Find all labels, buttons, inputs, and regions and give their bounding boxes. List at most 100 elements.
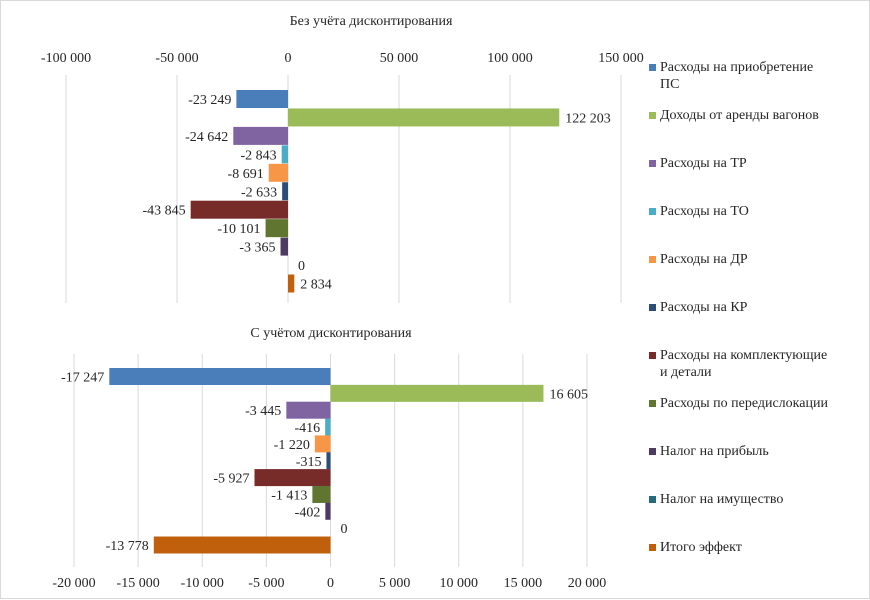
bar (190, 200, 288, 219)
legend-swatch-icon (649, 400, 656, 407)
bar (286, 401, 331, 419)
legend-label-line: и детали (660, 365, 712, 380)
legend-label-line: Доходы от аренды вагонов (660, 108, 819, 123)
legend-label-line: Расходы на приобретение (660, 60, 814, 75)
data-label: 0 (298, 259, 305, 274)
bar (265, 219, 288, 238)
legend-label-line: Итого эффект (660, 540, 742, 555)
x-tick-label: -15 000 (117, 576, 160, 591)
data-label: -1 413 (271, 488, 307, 503)
data-label: -315 (296, 455, 322, 470)
legend-label-line: Налог на имущество (660, 492, 784, 507)
legend-label-line: Расходы на ДР (660, 252, 748, 267)
legend-label-line: Расходы по передислокации (660, 396, 828, 411)
bar (281, 145, 288, 164)
legend-label: Налог на имущество (660, 491, 870, 508)
bar (236, 90, 288, 108)
legend-item: Расходы на ДР (649, 251, 870, 268)
legend-label-line: ПС (660, 77, 680, 92)
legend-swatch-icon (649, 544, 656, 551)
data-label: -24 642 (185, 130, 228, 145)
x-tick-label: -5 000 (248, 576, 284, 591)
data-label: -43 845 (142, 204, 185, 219)
legend-label: Налог на прибыль (660, 443, 870, 460)
x-tick-label: 20 000 (568, 576, 607, 591)
data-label: -2 843 (241, 148, 277, 163)
legend-swatch-icon (649, 496, 656, 503)
legend-label: Расходы по передислокации (660, 395, 870, 412)
x-tick-label: -10 000 (181, 576, 224, 591)
bar (325, 418, 331, 436)
data-label: -10 101 (217, 222, 260, 237)
chart-bottom-discounted: С учётом дисконтирования -20 000 -15 000 -1… (52, 326, 606, 591)
x-tick-label: 0 (327, 576, 334, 591)
bar (314, 435, 331, 453)
chart-title: С учётом дисконтирования (250, 326, 412, 341)
bar (109, 368, 331, 385)
legend-label: Расходы на ТР (660, 155, 870, 172)
legend-label-line: Расходы на комплектующие (660, 348, 828, 363)
data-label: 0 (341, 522, 348, 537)
legend-label: Расходы на ДР (660, 251, 870, 268)
legend-swatch-icon (649, 64, 656, 71)
bar (288, 274, 295, 293)
data-label: 122 203 (565, 111, 611, 126)
bar (326, 452, 331, 470)
data-label: -402 (295, 505, 321, 520)
bar (288, 108, 560, 127)
data-label: -23 249 (188, 93, 231, 108)
x-tick-label: -20 000 (52, 576, 95, 591)
bar (312, 485, 331, 503)
legend-swatch-icon (649, 352, 656, 359)
legend-item: Итого эффект (649, 539, 870, 556)
legend-label: Расходы на КР (660, 299, 870, 316)
data-label: -3 365 (239, 241, 275, 256)
bar (325, 502, 331, 520)
x-tick-label: -50 000 (155, 51, 198, 66)
chart-canvas: Без учёта дисконтирования -100 000 -50 000… (41, 14, 644, 591)
legend-item: Расходы на ТО (649, 203, 870, 220)
x-tick-label: 10 000 (440, 576, 479, 591)
legend-item: Расходы на комплектующие и детали (649, 347, 870, 381)
bar (254, 469, 331, 487)
legend-item: Расходы на ТР (649, 155, 870, 172)
x-tick-label: 50 000 (380, 51, 419, 66)
legend-label: Расходы на ТО (660, 203, 870, 220)
data-label: -416 (294, 421, 320, 436)
bar (153, 536, 331, 554)
legend-item: Доходы от аренды вагонов (649, 107, 870, 124)
chart-title: Без учёта дисконтирования (290, 14, 453, 29)
legend-label: Расходы на приобретение ПС (660, 59, 870, 93)
legend-label-line: Налог на прибыль (660, 444, 769, 459)
data-label: 16 605 (549, 387, 588, 402)
legend-item: Расходы на КР (649, 299, 870, 316)
legend-item: Расходы на приобретение ПС (649, 59, 870, 93)
legend-item: Налог на прибыль (649, 443, 870, 460)
data-label: -3 445 (245, 404, 281, 419)
legend-label-line: Расходы на ТО (660, 204, 749, 219)
x-tick-label: -100 000 (41, 51, 91, 66)
legend-item: Налог на имущество (649, 491, 870, 508)
legend-swatch-icon (649, 160, 656, 167)
bar (268, 163, 288, 182)
bar (330, 384, 544, 402)
data-label: 2 834 (300, 278, 332, 293)
legend-label: Итого эффект (660, 539, 870, 556)
legend-swatch-icon (649, 256, 656, 263)
data-label: -8 691 (228, 167, 264, 182)
legend-item: Расходы по передислокации (649, 395, 870, 412)
legend-swatch-icon (649, 448, 656, 455)
bar (280, 237, 288, 256)
bar (233, 126, 288, 145)
legend-label-line: Расходы на ТР (660, 156, 747, 171)
data-label: -1 220 (274, 438, 310, 453)
legend-swatch-icon (649, 304, 656, 311)
data-label: -13 778 (106, 539, 149, 554)
data-label: -17 247 (61, 371, 104, 386)
legend-swatch-icon (649, 112, 656, 119)
x-tick-label: 0 (285, 51, 292, 66)
x-tick-label: 100 000 (487, 51, 533, 66)
data-label: -2 633 (241, 185, 277, 200)
legend-swatch-icon (649, 208, 656, 215)
